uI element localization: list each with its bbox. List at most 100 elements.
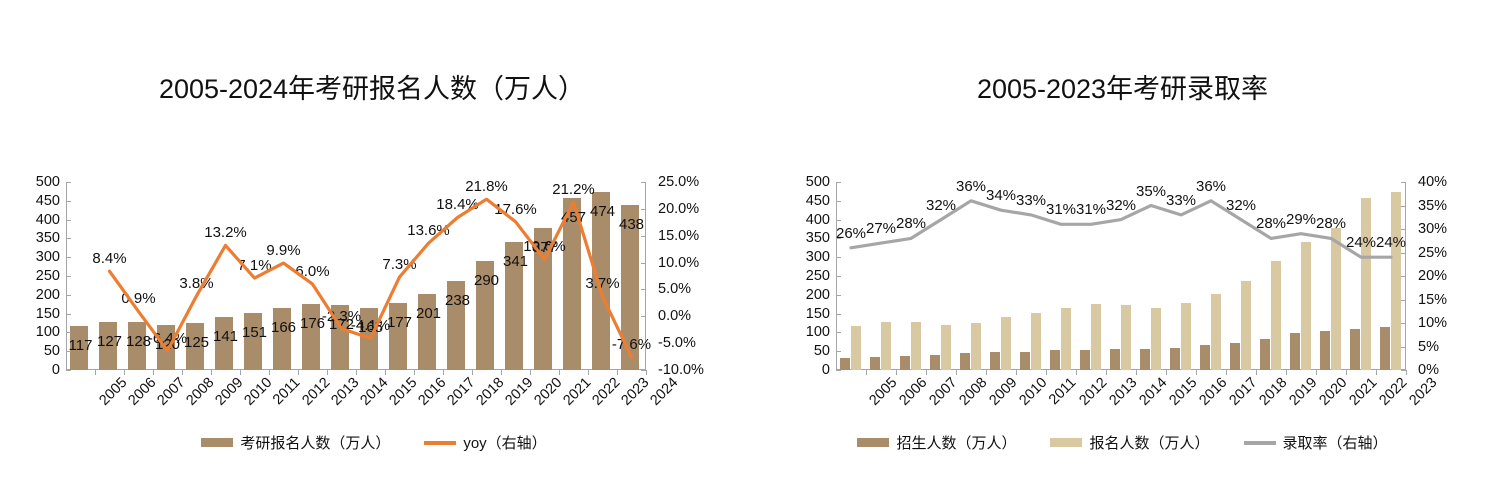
legend-label: 考研报名人数（万人） (240, 435, 391, 452)
secondary-y-tick-label: 0.0% (658, 308, 692, 325)
secondary-y-axis-tick (1401, 299, 1406, 301)
x-axis-tick (986, 370, 987, 375)
x-axis-tick (1316, 370, 1317, 375)
bar (1211, 294, 1221, 370)
bar-value-label: 125 (183, 334, 210, 351)
x-tick-label: 2019 (501, 374, 536, 409)
x-axis-tick (327, 370, 328, 375)
legend-item[interactable]: 录取率（右轴） (1243, 432, 1388, 453)
left-chart-x-axis (66, 369, 646, 370)
secondary-y-tick-label: 5% (1418, 338, 1439, 355)
legend-item[interactable]: yoy（右轴） (424, 432, 547, 453)
secondary-y-axis-tick (1401, 346, 1406, 348)
line-value-label: 34% (985, 187, 1017, 205)
y-tick-label: 400 (35, 211, 60, 228)
legend-item[interactable]: 报名人数（万人） (1050, 432, 1210, 453)
line-value-label: 24% (1345, 234, 1377, 252)
x-axis-tick (298, 370, 299, 375)
line-value-label: 33% (1015, 191, 1047, 209)
legend-item[interactable]: 考研报名人数（万人） (201, 432, 390, 453)
secondary-y-tick-label: 35% (1418, 197, 1448, 214)
bar-value-label: 176 (299, 314, 326, 332)
x-axis-tick (926, 370, 927, 375)
legend-label: 报名人数（万人） (1089, 435, 1210, 452)
secondary-y-tick-label: 20.0% (658, 200, 700, 217)
x-axis-tick (646, 370, 647, 375)
bar (1271, 260, 1281, 370)
secondary-y-axis-tick (641, 289, 646, 291)
x-axis-tick (1406, 370, 1407, 375)
y-tick-label: 250 (805, 267, 830, 284)
secondary-y-tick-label: 30% (1418, 220, 1448, 237)
legend-swatch-icon (1050, 438, 1083, 447)
secondary-y-axis-tick (641, 316, 646, 318)
x-axis-tick (530, 370, 531, 375)
x-tick-label: 2012 (298, 374, 333, 409)
bar-value-label: 290 (473, 271, 500, 289)
x-tick-label: 2011 (1046, 374, 1080, 409)
x-axis-tick (443, 370, 444, 375)
line-value-label: 28% (1255, 215, 1287, 233)
right-chart-rate-line (849, 199, 1393, 259)
bar-value-label: 141 (212, 327, 239, 345)
secondary-y-axis-tick (641, 235, 646, 237)
secondary-y-axis-tick (641, 262, 646, 264)
x-tick-label: 2016 (414, 374, 449, 409)
bar (1290, 332, 1300, 370)
x-tick-label: 2008 (182, 374, 217, 409)
bar-value-label: 166 (270, 318, 297, 336)
legend-item[interactable]: 招生人数（万人） (857, 432, 1016, 453)
x-tick-label: 2019 (1286, 374, 1321, 409)
y-axis-tick (66, 332, 71, 334)
y-axis-tick (836, 219, 841, 221)
bar (941, 324, 951, 370)
legend-label: yoy（右轴） (463, 435, 547, 452)
y-axis-tick (66, 219, 71, 221)
bar (1091, 303, 1101, 370)
x-tick-label: 2018 (1256, 374, 1291, 409)
bar (1391, 191, 1401, 370)
left-chart-y-axis-labels: 0 50 100 150 200 250 300 350 400 450 500 (16, 175, 60, 377)
y-axis-tick (66, 294, 71, 296)
bar (563, 198, 582, 370)
bar (302, 303, 321, 370)
bar (186, 323, 205, 370)
right-chart-plot-area: 26% 27% 28% 32% 36% 34% 33% 31% 31% 32% 35% 33% 36% 3… (836, 177, 1407, 375)
bar (418, 294, 437, 370)
legend-label: 录取率（右轴） (1282, 435, 1388, 452)
line-value-label: 36% (1195, 177, 1227, 195)
x-axis-tick (95, 370, 96, 375)
x-tick-label: 2009 (211, 374, 246, 409)
x-axis-tick (414, 370, 415, 375)
x-axis-tick (617, 370, 618, 375)
x-tick-label: 2010 (240, 374, 275, 409)
x-axis-tick (124, 370, 125, 375)
y-axis-tick (836, 276, 841, 277)
right-chart-x-axis-labels: 2005 2006 2007 2008 2009 2010 2011 2012 2013 2014… (836, 372, 1440, 412)
bar (476, 260, 495, 370)
x-tick-label: 2020 (530, 374, 565, 409)
x-axis-tick (153, 370, 154, 375)
bar (389, 303, 408, 370)
x-tick-label: 2010 (1016, 374, 1051, 409)
y-axis-tick (836, 200, 841, 202)
bar (273, 307, 292, 370)
x-tick-label: 2015 (1166, 374, 1201, 409)
secondary-y-axis-tick (641, 343, 646, 345)
line-value-label: 0.9% (121, 290, 156, 308)
bar (99, 322, 118, 370)
bar (1260, 339, 1270, 370)
bar-value-label: 177 (386, 314, 413, 332)
x-tick-label: 2005 (95, 374, 130, 409)
bar (1061, 307, 1071, 370)
secondary-y-tick-label: -5.0% (658, 334, 696, 351)
bar-value-label: 474 (589, 202, 616, 220)
secondary-y-axis-tick (641, 370, 646, 371)
line-value-label: 28% (1315, 215, 1347, 233)
x-axis-tick (1226, 370, 1227, 375)
x-tick-label: 2020 (1316, 374, 1351, 409)
bar (971, 323, 981, 370)
legend-swatch-icon (857, 438, 890, 447)
secondary-y-tick-label: 20% (1418, 267, 1448, 284)
x-tick-label: 2015 (385, 374, 420, 409)
